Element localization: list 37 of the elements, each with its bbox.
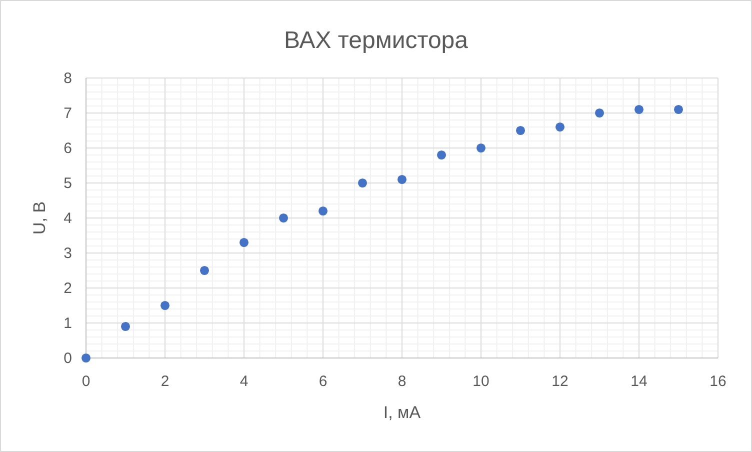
chart-title: ВАХ термистора bbox=[284, 27, 469, 54]
point bbox=[594, 108, 604, 118]
y-tick-label: 5 bbox=[64, 175, 72, 192]
point bbox=[476, 143, 486, 153]
y-axis-title: U, В bbox=[30, 201, 49, 235]
point bbox=[397, 174, 407, 184]
point bbox=[200, 266, 210, 276]
point bbox=[436, 150, 446, 160]
y-tick-label: 3 bbox=[64, 245, 72, 262]
x-tick-label: 4 bbox=[240, 373, 248, 390]
x-tick-label: 2 bbox=[160, 373, 170, 390]
point bbox=[674, 104, 684, 114]
y-tick-label: 1 bbox=[64, 315, 72, 332]
point bbox=[634, 104, 644, 114]
x-axis-title: I, мА bbox=[383, 403, 422, 422]
point bbox=[81, 353, 91, 363]
point bbox=[239, 238, 249, 248]
x-tick-label: 14 bbox=[630, 373, 648, 390]
point bbox=[555, 122, 565, 132]
point bbox=[318, 206, 328, 216]
point bbox=[278, 213, 288, 223]
y-tick-label: 2 bbox=[64, 280, 72, 297]
x-tick-label: 0 bbox=[82, 373, 90, 390]
y-tick-label: 7 bbox=[64, 105, 72, 122]
y-tick-label: 4 bbox=[64, 210, 72, 227]
point bbox=[358, 178, 368, 188]
x-tick-label: 12 bbox=[552, 373, 568, 390]
point bbox=[120, 322, 130, 332]
y-tick-label: 8 bbox=[64, 70, 72, 87]
x-tick-label: 16 bbox=[710, 373, 726, 390]
x-tick-label: 8 bbox=[398, 373, 406, 390]
y-tick-label: 6 bbox=[64, 140, 72, 157]
x-tick-label: 6 bbox=[318, 373, 328, 390]
y-tick-label: 0 bbox=[64, 350, 72, 367]
x-tick-label: 10 bbox=[472, 373, 490, 390]
point bbox=[160, 300, 170, 310]
point bbox=[516, 126, 526, 136]
